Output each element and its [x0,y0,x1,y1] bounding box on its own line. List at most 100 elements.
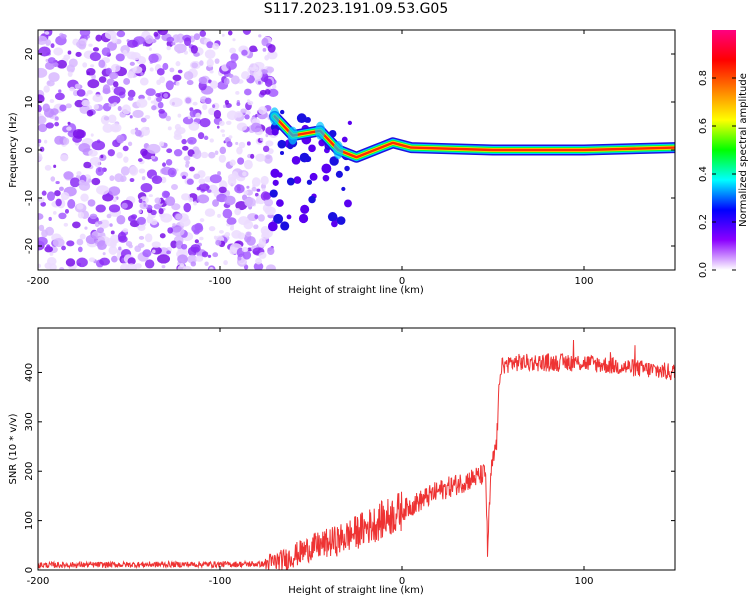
heatmap-noise-blob [194,239,199,244]
heatmap-signal-blob [341,136,348,143]
heatmap-noise-blob [175,126,186,135]
heatmap-signal-blob [347,120,352,126]
heatmap-noise-blob [76,40,87,49]
snr-frame [37,327,676,571]
heatmap-noise-blob [173,133,183,141]
heatmap-noise-blob [84,226,88,230]
heatmap-noise-blob [197,194,210,204]
heatmap-noise-blob [97,240,107,251]
heatmap-noise-blob [157,101,164,109]
heatmap-noise-blob [79,233,86,240]
heatmap-noise-blob [139,77,149,86]
heatmap-noise-blob [265,133,269,138]
heatmap-noise-blob [202,104,208,110]
heatmap-noise-blob [93,104,100,110]
heatmap-noise-blob [234,184,245,194]
heatmap-noise-blob [224,231,231,237]
heatmap-noise-blob [251,177,261,187]
x-tick-label: -100 [209,276,232,287]
heatmap-noise-blob [44,31,50,35]
heatmap-noise-blob [48,216,52,222]
heatmap-signal-blob [329,156,339,166]
heatmap-signal-blob [269,189,278,198]
heatmap-noise-blob [101,219,110,229]
heatmap-noise-blob [243,88,252,96]
heatmap-noise-blob [166,36,175,43]
y-tick-label: -20 [24,238,35,254]
heatmap-noise-blob [236,146,243,155]
heatmap-noise-blob [171,42,176,46]
heatmap-signal-blob [304,116,311,123]
heatmap-noise-blob [185,163,190,168]
heatmap-noise-blob [182,116,194,125]
heatmap-noise-blob [264,88,271,95]
heatmap-noise-blob [199,30,207,37]
heatmap-noise-blob [229,159,236,167]
heatmap-noise-blob [225,120,232,126]
heatmap-noise-blob [76,171,82,176]
heatmap-noise-blob [237,256,242,261]
heatmap-noise-blob [204,97,212,105]
heatmap-noise-blob [227,30,233,36]
heatmap-noise-blob [197,132,205,140]
heatmap-noise-blob [69,86,76,92]
heatmap-noise-blob [190,45,198,54]
heatmap-noise-blob [185,160,190,165]
heatmap-noise-blob [129,61,135,66]
heatmap-noise-blob [243,220,254,230]
heatmap-noise-blob [212,199,220,207]
heatmap-noise-blob [157,254,171,264]
heatmap-signal-blob [291,156,301,165]
heatmap-noise-blob [113,81,119,88]
heatmap-noise-blob [171,184,179,191]
heatmap-noise-blob [242,171,247,177]
heatmap-noise-blob [59,267,65,270]
heatmap-noise-blob [49,99,55,104]
heatmap-noise-blob [98,59,106,69]
heatmap-noise-blob [65,103,72,109]
heatmap-noise-blob [175,81,180,87]
heatmap-noise-blob [116,151,123,159]
heatmap-noise-blob [54,121,60,127]
y-tick-label: 20 [24,48,35,61]
heatmap-noise-blob [148,194,153,198]
heatmap-noise-blob [150,155,156,160]
heatmap-noise-blob [217,213,221,218]
heatmap-noise-blob [60,192,70,201]
heatmap-noise-blob [44,164,52,171]
heatmap-signal-blob [305,155,312,163]
heatmap-noise-blob [166,45,171,51]
heatmap-noise-blob [179,217,191,227]
heatmap-noise-blob [236,102,241,106]
heatmap-noise-blob [121,104,131,115]
heatmap-noise-blob [114,173,124,183]
heatmap-noise-blob [111,86,115,91]
heatmap-noise-blob [140,126,151,136]
heatmap-noise-blob [181,175,187,180]
heatmap-noise-blob [127,89,136,98]
heatmap-noise-blob [260,175,269,186]
heatmap-noise-blob [96,227,105,234]
heatmap-noise-blob [150,219,158,226]
heatmap-noise-blob [232,38,236,42]
heatmap-noise-blob [60,154,69,162]
heatmap-noise-blob [162,162,167,167]
heatmap-noise-blob [87,199,96,207]
heatmap-noise-blob [177,113,182,118]
colorbar: 0.0 0.2 0.4 0.6 0.8 Normalized spectral ampl… [698,30,749,278]
heatmap-noise-blob [83,161,92,169]
heatmap-noise-blob [130,128,137,135]
heatmap-signal [269,107,675,163]
colorbar-tick-label: 0.6 [698,118,709,134]
heatmap-noise-blob [244,114,250,120]
heatmap-noise-blob [127,215,136,222]
heatmap-noise-blob [145,88,156,96]
snr-axis-ticks: -200 -100 0 100 0 100 200 300 400 [24,328,675,587]
heatmap-noise-blob [264,55,270,61]
heatmap-noise-blob [76,89,86,97]
heatmap-noise-blob [163,143,168,147]
heatmap-noise-blob [52,237,65,248]
y-tick-label: 0 [24,567,35,573]
heatmap-noise-blob [173,149,183,157]
